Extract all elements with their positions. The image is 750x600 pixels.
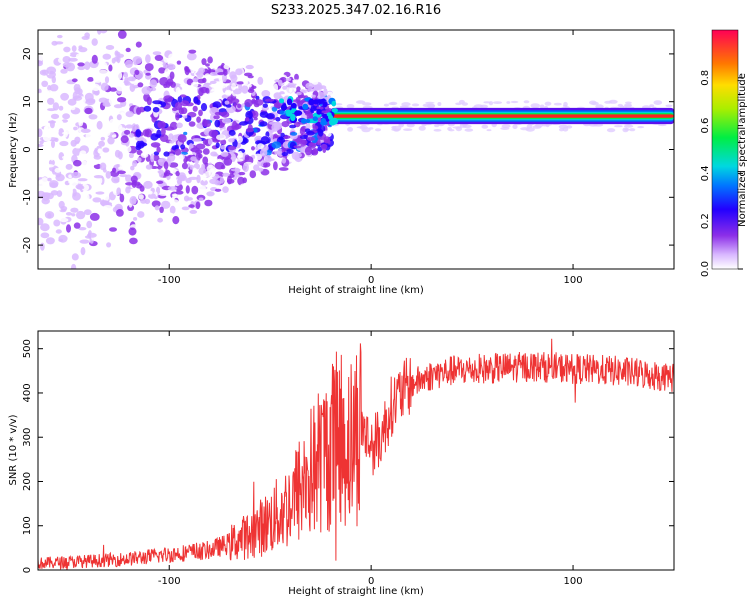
colorbar-tick-label: 0.2 <box>700 213 711 229</box>
snr-series-line <box>38 338 674 570</box>
y-tick-label: 100 <box>22 516 33 535</box>
y-tick-label: 10 <box>22 95 33 108</box>
x-tick-label: 0 <box>368 275 374 286</box>
snr-frame <box>37 330 675 571</box>
colorbar-gradient <box>711 29 739 270</box>
x-tick-label: -100 <box>158 576 181 587</box>
x-tick-label: 100 <box>564 576 583 587</box>
y-tick-label: -10 <box>22 189 33 205</box>
colorbar-tick-label: 0.8 <box>700 70 711 86</box>
y-tick-label: 200 <box>22 472 33 491</box>
colorbar-tick-label: 0.6 <box>700 118 711 134</box>
snr-ticks: -100 0 100 0 100 200 300 400 500 <box>22 331 674 587</box>
y-tick-label: 400 <box>22 383 33 402</box>
colorbar: 0.0 0.2 0.4 0.6 0.8 Normalized spectral ampl… <box>700 29 748 277</box>
chart-title: S233.2025.347.02.16.R16 <box>271 3 441 18</box>
colorbar-tick-label: 0.0 <box>700 261 711 277</box>
spectrogram-ylabel: Frequency (Hz) <box>8 112 19 188</box>
y-tick-label: 500 <box>22 339 33 358</box>
y-tick-label: 0 <box>22 567 33 573</box>
y-tick-label: 20 <box>22 48 33 61</box>
colorbar-label: Normalized spectral amplitude <box>737 73 748 227</box>
y-tick-label: 0 <box>22 146 33 152</box>
signal-band <box>278 96 674 126</box>
colorbar-ticks: 0.0 0.2 0.4 0.6 0.8 <box>700 70 743 277</box>
snr-panel: -100 0 100 0 100 200 300 400 500 Height of strai… <box>8 330 675 597</box>
y-tick-label: 300 <box>22 428 33 447</box>
y-tick-label: -20 <box>22 237 33 253</box>
x-tick-label: -100 <box>158 275 181 286</box>
spectrogram-noise <box>38 30 673 269</box>
x-tick-label: 100 <box>564 275 583 286</box>
snr-xlabel: Height of straight line (km) <box>288 586 424 597</box>
spectrogram-xlabel: Height of straight line (km) <box>288 285 424 296</box>
snr-ylabel: SNR (10 * v/v) <box>8 414 19 485</box>
colorbar-tick-label: 0.4 <box>700 165 711 181</box>
x-tick-label: 0 <box>368 576 374 587</box>
